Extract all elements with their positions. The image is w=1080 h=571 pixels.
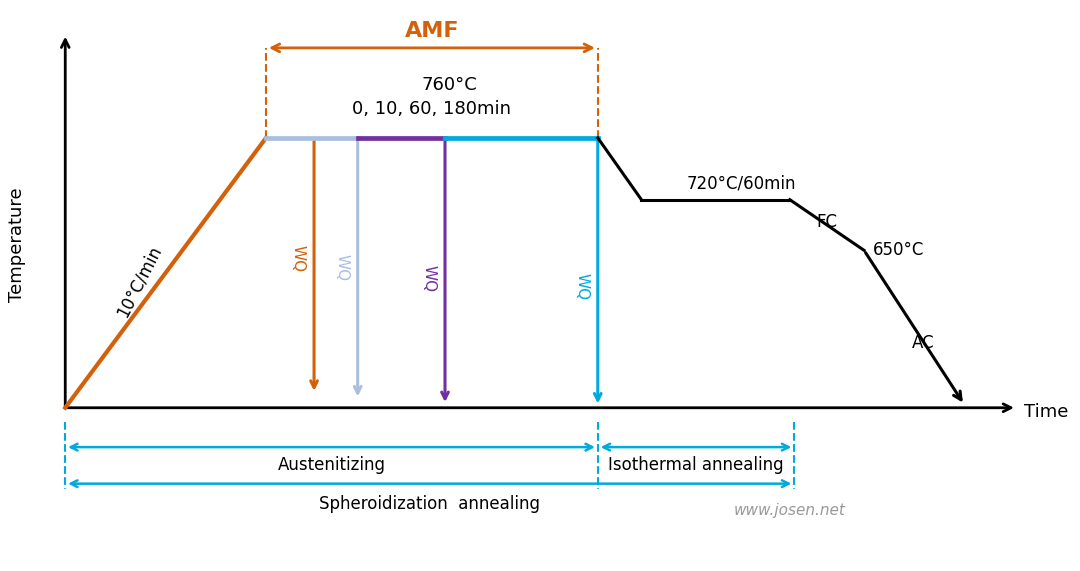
Text: 10°C/min: 10°C/min <box>113 243 165 320</box>
Text: WQ: WQ <box>335 254 350 281</box>
Text: WQ: WQ <box>291 245 306 272</box>
Text: AMF: AMF <box>405 21 459 41</box>
Text: www.josen.net: www.josen.net <box>734 504 846 518</box>
Text: WQ: WQ <box>575 274 590 300</box>
Text: Temperature: Temperature <box>9 187 26 302</box>
Text: Austenitizing: Austenitizing <box>278 456 386 473</box>
Text: 720°C/60min: 720°C/60min <box>687 175 797 192</box>
Text: Spheroidization  annealing: Spheroidization annealing <box>320 495 540 513</box>
Text: FC: FC <box>816 213 837 231</box>
Text: Isothermal annealing: Isothermal annealing <box>608 456 784 473</box>
Text: AC: AC <box>913 334 934 352</box>
Text: WQ: WQ <box>422 265 436 292</box>
Text: 650°C: 650°C <box>873 242 924 259</box>
Text: 760°C: 760°C <box>421 77 477 94</box>
Text: Time: Time <box>1024 403 1068 421</box>
Text: 0, 10, 60, 180min: 0, 10, 60, 180min <box>352 100 512 118</box>
